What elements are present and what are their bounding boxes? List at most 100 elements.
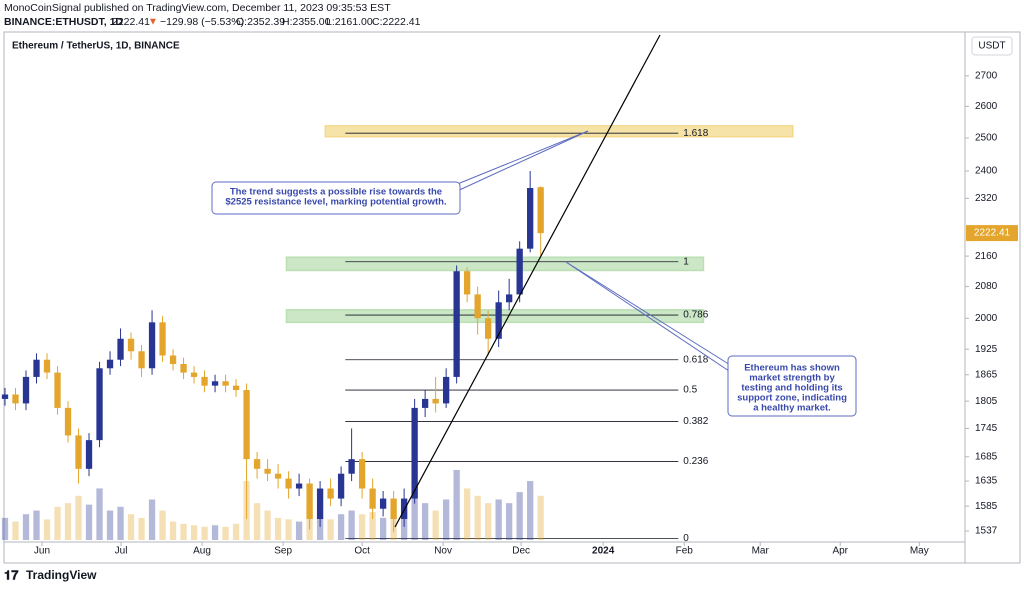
x-tick-label: Oct: [354, 546, 370, 557]
candle-body: [463, 271, 471, 295]
x-tick-label: 2024: [592, 546, 615, 557]
candle-body: [421, 398, 429, 408]
currency-button[interactable]: [971, 36, 1013, 56]
volume-bar: [516, 492, 523, 540]
candle-body: [201, 376, 208, 386]
fib-label: 1: [683, 256, 689, 267]
y-tick-label: 1685: [975, 451, 998, 462]
candle-body: [369, 488, 376, 509]
price-zone: [285, 256, 705, 272]
volume-bar: [295, 521, 303, 540]
candle-body: [379, 498, 387, 509]
x-tick-label: Feb: [676, 546, 694, 557]
y-tick-label: 1537: [975, 526, 998, 537]
y-tick-label: 1585: [975, 501, 998, 512]
y-tick-label: 1805: [975, 396, 998, 407]
volume-bar: [85, 504, 93, 540]
candle-body: [159, 322, 166, 356]
candle-body: [253, 459, 261, 469]
publisher-line: MonoCoinSignal published on TradingView.…: [4, 2, 391, 14]
volume-bar: [1, 517, 9, 540]
candle-body: [390, 498, 397, 520]
volume-bar: [348, 510, 355, 540]
candle-body: [337, 473, 345, 499]
fib-label: 0.786: [683, 310, 708, 321]
candle-body: [358, 459, 366, 489]
volume-bar: [54, 506, 61, 540]
volume-bar: [285, 519, 292, 540]
candle-body: [274, 473, 282, 479]
candle-body: [127, 338, 135, 352]
volume-bar: [33, 510, 40, 540]
candle-body: [180, 363, 187, 373]
fib-label: 0: [683, 533, 689, 544]
close-value: C:2222.41: [372, 16, 421, 28]
x-tick-label: Mar: [752, 546, 770, 557]
volume-bar: [138, 517, 145, 540]
volume-bar: [527, 481, 534, 540]
volume-bar: [43, 519, 51, 540]
volume-bar: [253, 503, 261, 540]
candle-body: [169, 355, 177, 364]
y-tick-label: 2320: [975, 193, 998, 204]
volume-bar: [64, 503, 72, 540]
y-tick-label: 2500: [975, 133, 998, 144]
volume-bar: [180, 523, 187, 540]
logo-mark: 𝟏𝟕: [4, 567, 19, 582]
candle-body: [474, 294, 481, 319]
volume-bar: [22, 514, 30, 540]
y-tick-label: 2080: [975, 281, 998, 292]
candle-body: [327, 488, 334, 499]
candle-body: [12, 394, 19, 404]
candle-body: [222, 381, 229, 386]
fib-label: 0.236: [683, 456, 708, 467]
candle-body: [400, 498, 408, 520]
callout-pointer: [454, 130, 589, 193]
change-arrow: ▼: [148, 17, 158, 28]
candle-body: [85, 440, 93, 469]
candle-body: [506, 294, 513, 303]
candle-body: [211, 381, 219, 386]
candle-body: [33, 359, 40, 377]
symbol: BINANCE:ETHUSDT, 1D: [4, 16, 123, 28]
volume-bar: [442, 499, 450, 540]
candle-body: [411, 407, 418, 499]
volume-bar: [337, 514, 345, 540]
y-tick-label: 1745: [975, 423, 998, 434]
candle-body: [64, 407, 72, 436]
x-tick-label: Nov: [434, 546, 452, 557]
candle-body: [453, 271, 460, 377]
annotation-text: a healthy market.: [753, 403, 831, 414]
candle-body: [190, 372, 198, 377]
volume-bar: [421, 503, 429, 540]
y-tick-label: 2000: [975, 313, 998, 324]
y-tick-label: 2160: [975, 251, 998, 262]
candle-body: [537, 187, 544, 234]
candle-body: [1, 394, 9, 399]
volume-bar: [453, 470, 460, 540]
callout-pointer: [454, 130, 589, 186]
volume-bar: [327, 519, 334, 540]
price-zone: [285, 309, 705, 324]
trend-line: [394, 34, 661, 528]
volume-bar: [106, 510, 114, 540]
candle-body: [106, 359, 114, 369]
annotation-text: market strength by: [749, 373, 835, 384]
pane-border: [3, 31, 1021, 564]
volume-bar: [537, 495, 544, 540]
fib-label: 0.382: [683, 416, 708, 427]
annotation-text: The trend suggests a possible rise towar…: [230, 187, 442, 198]
candle-body: [495, 302, 502, 339]
candle-body: [43, 359, 51, 373]
volume-bar: [96, 488, 103, 540]
volume-bar: [463, 488, 471, 540]
x-tick-label: May: [910, 546, 929, 557]
fib-label: 1.618: [683, 128, 708, 139]
candle-body: [264, 468, 271, 474]
candle-body: [316, 488, 324, 520]
candle-body: [527, 188, 534, 249]
open-value: O:2352.39: [236, 16, 285, 28]
x-tick-label: Apr: [832, 546, 848, 557]
annotation-text: Ethereum has shown: [744, 363, 840, 374]
